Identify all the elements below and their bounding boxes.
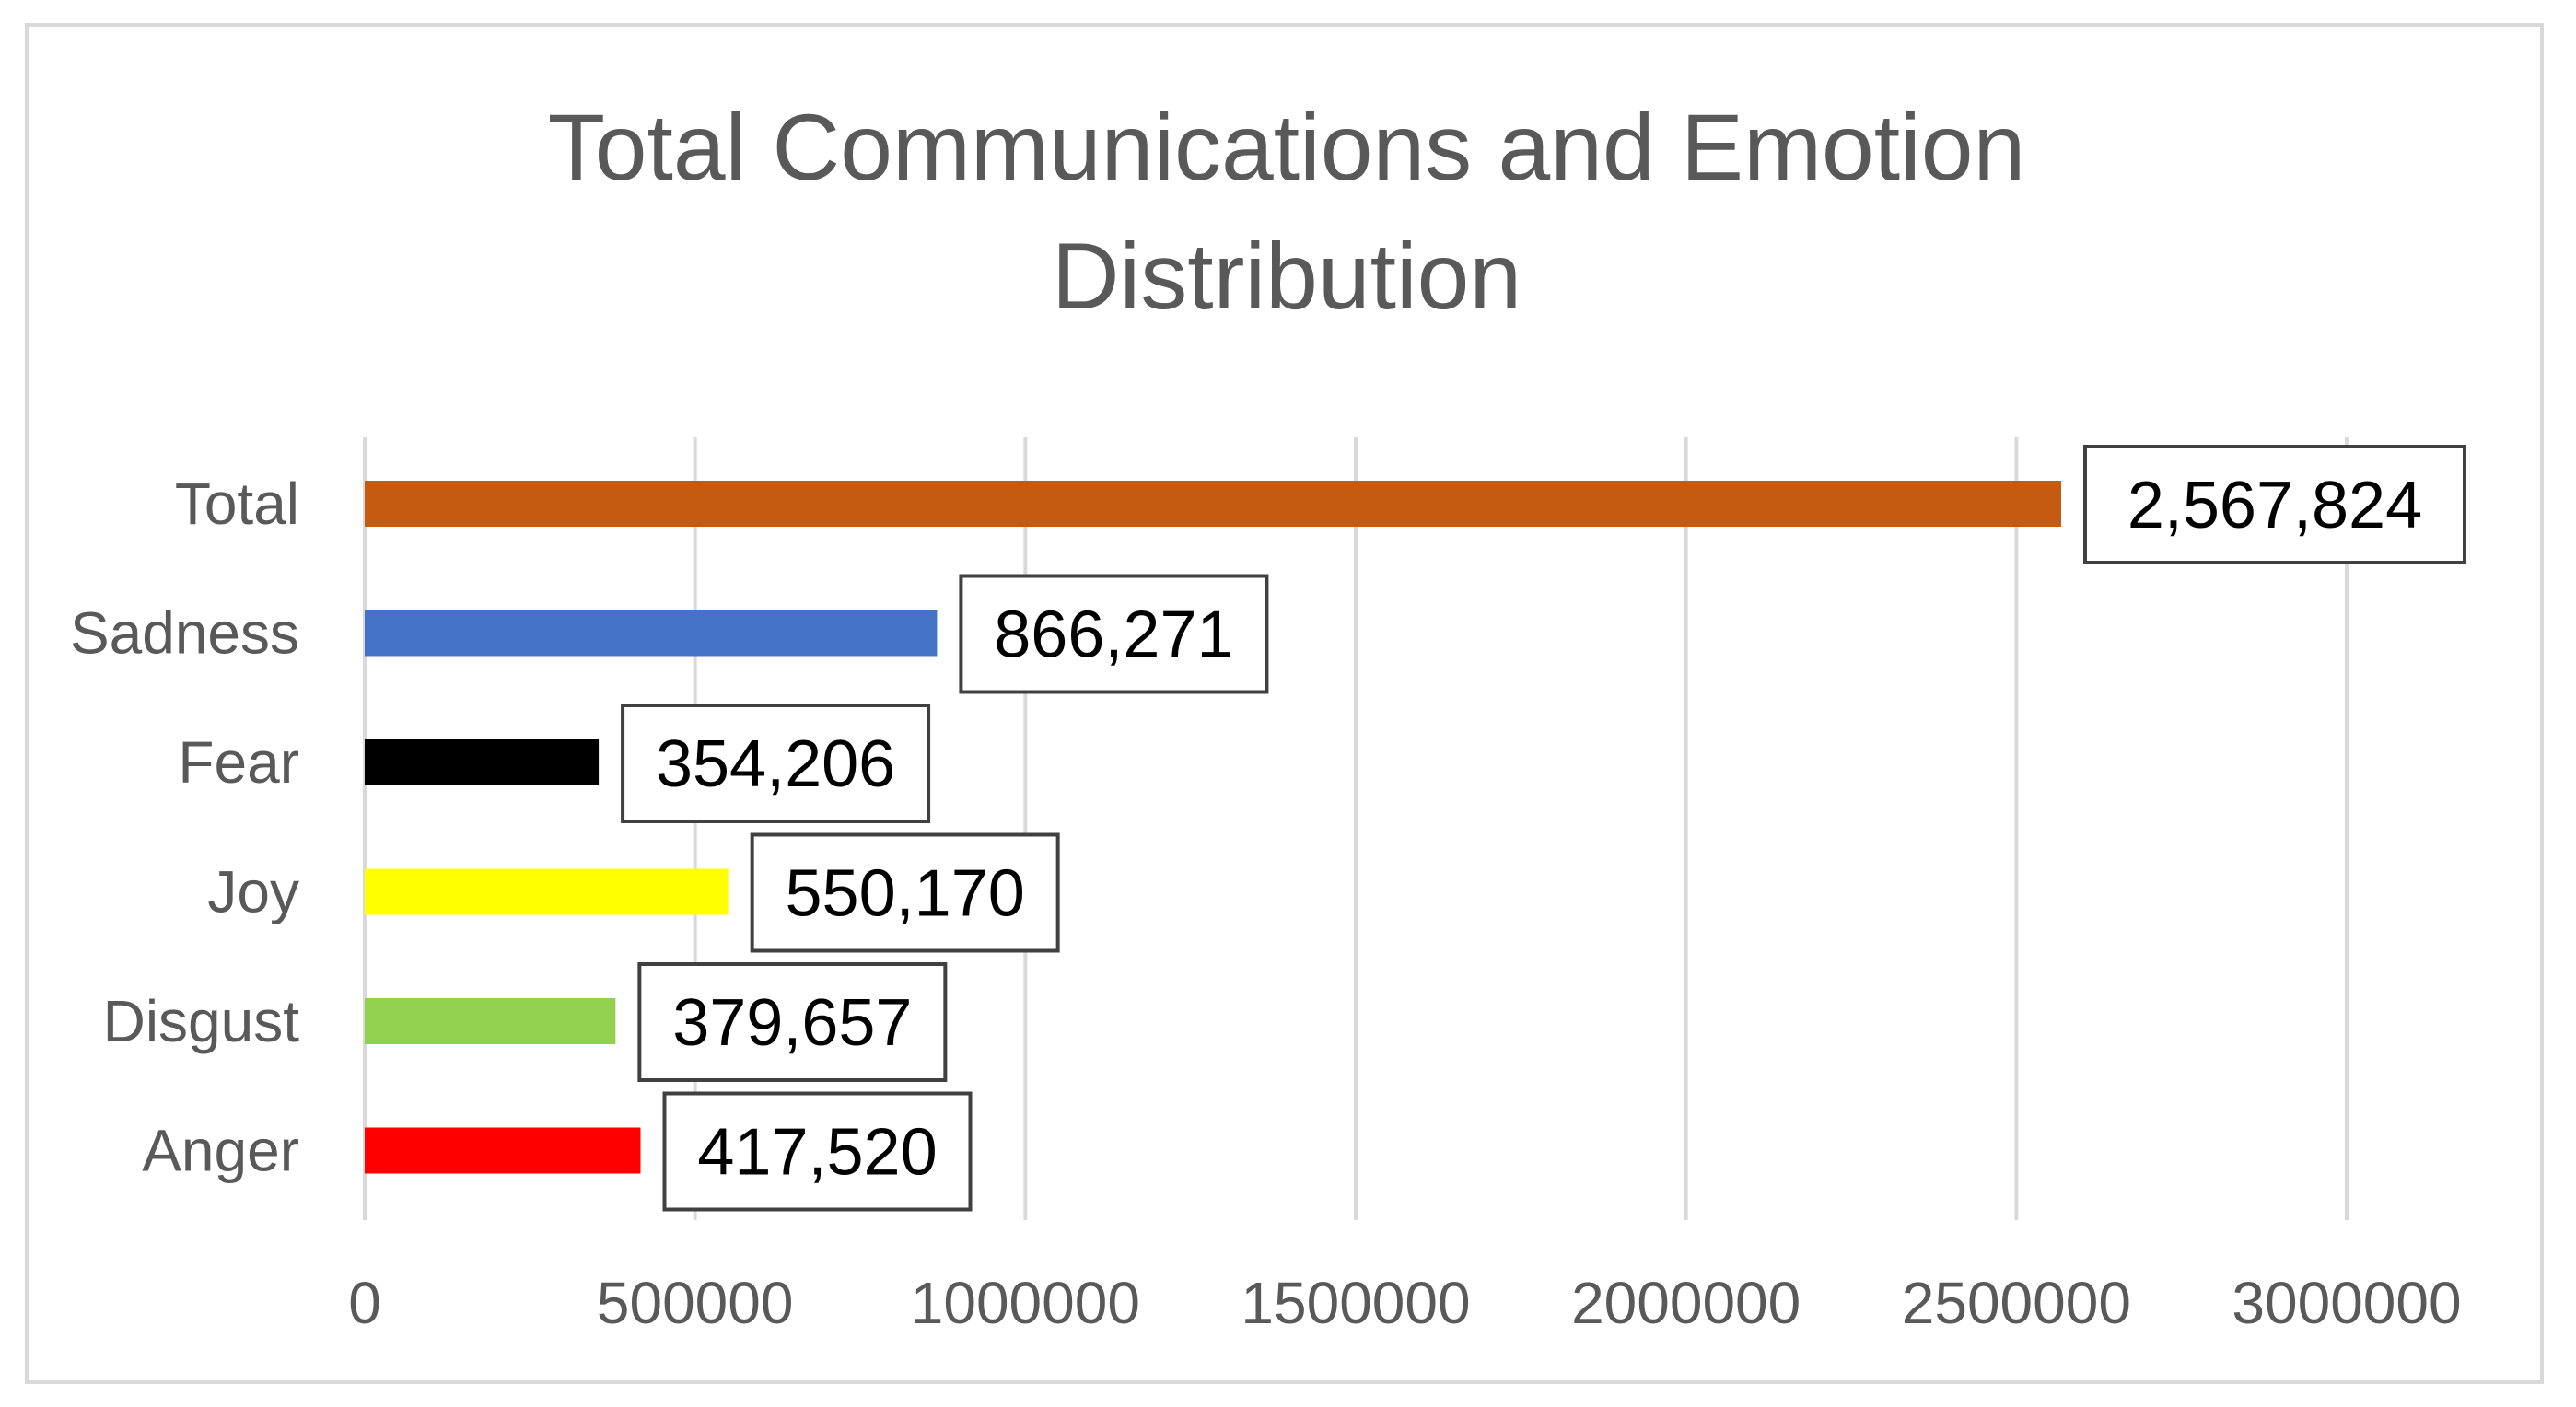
data-label-fear: 354,206 — [656, 727, 895, 801]
category-label-sadness: Sadness — [70, 600, 299, 667]
x-tick-label-1: 500000 — [597, 1270, 794, 1336]
data-label-joy: 550,170 — [786, 857, 1025, 931]
bar-total — [365, 481, 2061, 527]
chart-title-line-2: Distribution — [1052, 224, 1521, 329]
x-tick-label-5: 2500000 — [1902, 1270, 2131, 1336]
category-label-anger: Anger — [142, 1118, 299, 1184]
bar-joy — [365, 868, 729, 915]
chart-title: Total Communications and Emotion Distrib… — [548, 95, 2025, 329]
chart-title-line-1: Total Communications and Emotion — [548, 95, 2025, 200]
category-label-disgust: Disgust — [103, 988, 300, 1054]
x-tick-label-3: 1500000 — [1241, 1270, 1470, 1336]
data-label-box-disgust — [637, 962, 948, 1082]
data-label-box-anger — [662, 1091, 973, 1212]
data-label-disgust: 379,657 — [672, 986, 912, 1060]
category-axis: Total Sadness Fear Joy Disgust Anger — [70, 471, 299, 1184]
value-axis: 0 500000 1000000 1500000 2000000 2500000 30000… — [348, 1270, 2461, 1336]
x-tick-label-4: 2000000 — [1571, 1270, 1801, 1336]
bar-sadness — [365, 610, 938, 657]
data-label-box-sadness — [959, 574, 1269, 694]
data-label-anger: 417,520 — [697, 1116, 937, 1190]
bars — [365, 481, 2061, 1174]
bar-disgust — [365, 998, 616, 1044]
data-label-box-joy — [750, 832, 1060, 953]
x-tick-label-6: 3000000 — [2232, 1270, 2461, 1336]
data-label-total: 2,567,824 — [2127, 469, 2422, 542]
data-label-sadness: 866,271 — [994, 599, 1233, 672]
data-labels: 2,567,824 866,271 354,206 550,170 379,657 417… — [621, 445, 2466, 1212]
x-tick-label-2: 1000000 — [911, 1270, 1140, 1336]
category-label-joy: Joy — [207, 859, 299, 925]
gridlines — [363, 437, 2349, 1220]
bar-anger — [365, 1127, 641, 1174]
bar-fear — [365, 739, 600, 785]
data-label-box-fear — [621, 704, 931, 823]
category-label-fear: Fear — [178, 729, 299, 796]
category-label-total: Total — [175, 471, 299, 537]
x-tick-label-0: 0 — [348, 1270, 381, 1336]
data-label-box-total — [2082, 445, 2466, 564]
